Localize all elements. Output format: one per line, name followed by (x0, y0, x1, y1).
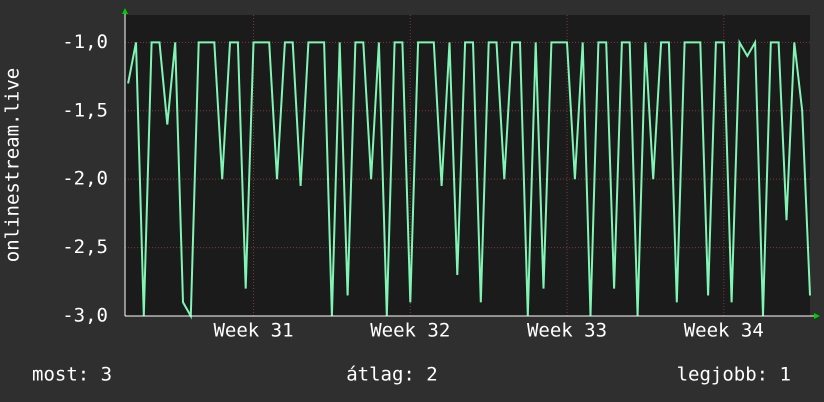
x-tick-label: Week 34 (684, 320, 764, 342)
axis-arrow (814, 313, 820, 319)
y-tick-label: -2,5 (62, 236, 108, 258)
y-tick-label: -3,0 (62, 305, 108, 327)
footer-text: legjobb: 1 (677, 364, 791, 386)
x-tick-label: Week 33 (527, 320, 607, 342)
x-tick-label: Week 31 (213, 320, 293, 342)
y-tick-label: -1,0 (62, 31, 108, 53)
footer-text: átlag: 2 (346, 364, 438, 386)
axis-arrow (122, 8, 128, 14)
marks (127, 38, 811, 320)
y-axis-label: onlinestream.live (2, 68, 24, 262)
data-line (127, 38, 811, 320)
x-tick-label: Week 32 (370, 320, 450, 342)
y-tick-label: -1,5 (62, 99, 108, 121)
y-tick-label: -2,0 (62, 168, 108, 190)
footer-text: most: 3 (32, 364, 112, 386)
